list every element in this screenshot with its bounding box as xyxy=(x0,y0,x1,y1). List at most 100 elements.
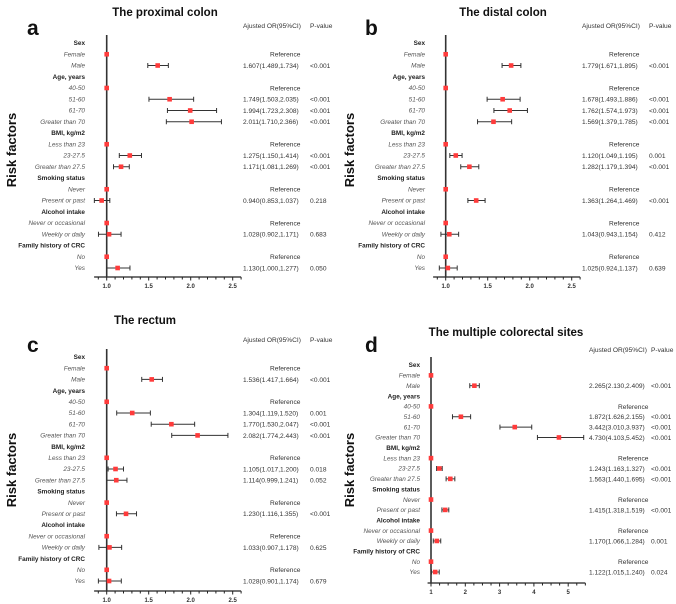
or-point xyxy=(104,254,109,260)
p-value: 0.683 xyxy=(310,232,327,239)
p-value: 0.024 xyxy=(651,569,668,576)
or-point xyxy=(491,119,496,125)
row-label: Less than 23 xyxy=(388,141,425,148)
or-ci-value: 1.304(1.119,1.520) xyxy=(243,410,298,417)
or-point xyxy=(556,435,562,440)
row-label: No xyxy=(77,567,86,574)
row-label: Greater than 27.5 xyxy=(370,476,421,483)
p-value: 0.018 xyxy=(310,466,327,473)
p-value: <0.001 xyxy=(310,164,331,171)
or-point xyxy=(167,96,172,102)
panel-title: The distal colon xyxy=(459,7,547,19)
p-value: <0.001 xyxy=(310,377,331,384)
group-header: Alcohol intake xyxy=(41,522,85,529)
p-value: 0.050 xyxy=(310,265,327,272)
or-ci-value: 4.730(4.103,5.452) xyxy=(589,435,645,442)
reference-text: Reference xyxy=(618,404,649,411)
group-header: Family history of CRC xyxy=(18,556,85,563)
column-header-or: Ajusted OR(95%CI) xyxy=(243,337,301,344)
row-label: Never or occasional xyxy=(364,528,421,535)
or-point xyxy=(458,414,464,420)
or-ci-value: 1.130(1.000,1.277) xyxy=(243,265,299,272)
row-label: Weekly or daily xyxy=(42,545,86,552)
or-ci-value: 1.275(1.150,1.414) xyxy=(243,153,299,160)
or-point xyxy=(500,96,505,102)
x-tick-label: 1.5 xyxy=(145,598,154,604)
group-header: Sex xyxy=(414,40,426,47)
p-value: <0.001 xyxy=(649,164,670,171)
row-label: Never xyxy=(403,497,421,504)
p-value: 0.625 xyxy=(310,545,327,552)
x-tick-label: 2.5 xyxy=(229,598,238,604)
or-point xyxy=(432,569,438,575)
group-header: Sex xyxy=(74,40,86,47)
reference-text: Reference xyxy=(270,142,301,149)
row-label: 23-27.5 xyxy=(62,466,85,473)
p-value: 0.679 xyxy=(310,578,327,585)
group-header: BMI, kg/m2 xyxy=(391,130,425,137)
forest-panel-d: The multiple colorectal sites d Ajusted OR… xyxy=(342,327,674,596)
reference-text: Reference xyxy=(609,187,640,194)
or-ci-value: 1.028(0.902,1.171) xyxy=(243,232,299,239)
or-point xyxy=(106,578,112,584)
p-value: <0.001 xyxy=(310,153,331,160)
or-point xyxy=(443,186,448,192)
panel-title: The proximal colon xyxy=(112,7,217,19)
p-value: <0.001 xyxy=(310,108,331,115)
row-label: 51-60 xyxy=(404,414,421,421)
group-header: Sex xyxy=(409,362,421,369)
row-label: 51-60 xyxy=(69,96,86,103)
or-point xyxy=(443,51,448,57)
p-value: <0.001 xyxy=(310,511,331,518)
row-label: Male xyxy=(406,383,420,390)
row-label: Male xyxy=(71,377,85,384)
or-point xyxy=(104,533,109,539)
row-label: Weekly or daily xyxy=(377,538,421,545)
row-label: No xyxy=(77,254,86,261)
or-point xyxy=(434,538,440,544)
x-tick-label: 3 xyxy=(498,590,502,596)
row-label: 51-60 xyxy=(69,410,86,417)
p-value: <0.001 xyxy=(310,422,331,429)
panel-letter: d xyxy=(365,334,378,357)
or-ci-value: 1.536(1.417,1.664) xyxy=(243,377,299,384)
row-label: Female xyxy=(404,51,426,58)
reference-text: Reference xyxy=(270,455,301,462)
row-label: 23-27.5 xyxy=(397,466,420,473)
or-point xyxy=(99,198,104,203)
row-label: No xyxy=(417,254,426,261)
panel-title: The multiple colorectal sites xyxy=(429,327,584,339)
or-point xyxy=(443,254,448,260)
or-point xyxy=(507,108,513,113)
reference-text: Reference xyxy=(609,254,640,261)
or-point xyxy=(428,528,434,533)
or-point xyxy=(453,153,459,158)
p-value: 0.001 xyxy=(651,538,668,545)
or-ci-value: 1.678(1.493,1.886) xyxy=(582,97,638,104)
or-point xyxy=(169,421,174,427)
group-header: Family history of CRC xyxy=(353,549,420,556)
or-point xyxy=(127,153,133,158)
column-header-p: P-value xyxy=(651,347,674,354)
reference-text: Reference xyxy=(270,567,301,574)
or-point xyxy=(113,466,118,472)
x-tick-label: 1.0 xyxy=(103,284,112,290)
or-ci-value: 1.762(1.574,1.973) xyxy=(582,108,638,115)
row-label: 61-70 xyxy=(409,108,426,115)
or-point xyxy=(442,507,448,513)
or-point xyxy=(445,265,451,271)
row-label: 40-50 xyxy=(404,404,421,411)
column-header-or: Ajusted OR(95%CI) xyxy=(582,23,640,30)
p-value: <0.001 xyxy=(649,198,670,205)
or-point xyxy=(113,477,119,483)
p-value: <0.001 xyxy=(651,414,672,421)
or-ci-value: 1.230(1.116,1.355) xyxy=(243,511,298,518)
or-point xyxy=(104,567,109,573)
reference-text: Reference xyxy=(270,366,301,373)
or-point xyxy=(118,164,124,170)
y-axis-label: Risk factors xyxy=(342,113,357,187)
or-point xyxy=(187,108,193,113)
or-ci-value: 2.265(2.130,2.409) xyxy=(589,383,645,390)
p-value: <0.001 xyxy=(651,425,672,432)
reference-text: Reference xyxy=(609,220,640,227)
